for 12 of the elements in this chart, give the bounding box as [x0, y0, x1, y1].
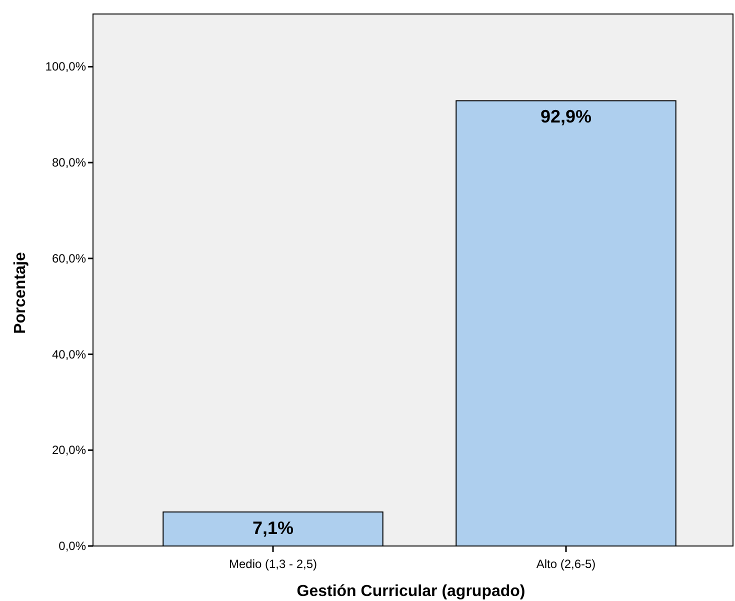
y-tick-label: 40,0%: [52, 347, 86, 362]
y-tick-label: 80,0%: [52, 156, 86, 170]
data-label: 7,1%: [252, 518, 294, 538]
x-axis-title: Gestión Curricular (agrupado): [296, 583, 526, 600]
y-axis-title: Porcentaje: [12, 252, 29, 334]
x-tick-label: Alto (2,6-5): [536, 557, 596, 571]
y-tick-label: 0,0%: [58, 539, 86, 553]
y-tick-label: 20,0%: [52, 443, 86, 458]
y-tick-label: 60,0%: [52, 251, 86, 266]
y-tick-label: 100,0%: [45, 60, 86, 74]
x-tick-label: Medio (1,3 - 2,5): [228, 557, 318, 571]
data-label: 92,9%: [540, 106, 592, 127]
